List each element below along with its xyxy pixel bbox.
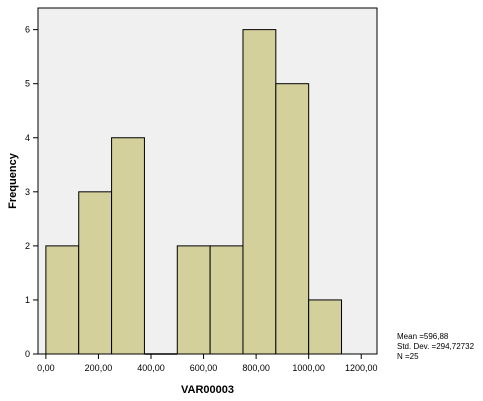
histogram-bar [45,245,80,355]
y-tick-label: 4 [25,133,30,143]
statistics-legend: Mean =596,88 Std. Dev. =294,72732 N =25 [397,332,474,362]
histogram-bar [111,137,145,355]
y-tick-label: 2 [25,241,30,251]
bars-group [45,29,343,355]
y-tick-label: 1 [25,295,30,305]
y-tick-label: 3 [25,187,30,197]
histogram-bar [176,245,211,355]
histogram-bar [209,245,244,355]
x-tick-label: 400,00 [137,363,165,373]
x-tick-label: 1200,00 [345,363,378,373]
histogram-bar [308,299,343,355]
stat-mean: Mean =596,88 [397,332,449,341]
histogram-bar [275,83,310,355]
x-tick-label: 600,00 [190,363,218,373]
x-tick-label: 1000,00 [292,363,325,373]
y-axis-title: Frequency [7,152,19,209]
y-tick-label: 6 [25,25,30,35]
y-tick-label: 5 [25,79,30,89]
x-tick-label: 200,00 [85,363,113,373]
x-axis: 0,00 200,00 400,00 600,00 800,00 1000,00 1200,… [37,354,378,373]
x-tick-label: 800,00 [242,363,270,373]
x-axis-title: VAR00003 [181,384,234,396]
x-tick-label: 0,00 [37,363,55,373]
y-tick-label: 0 [25,349,30,359]
histogram-bar [242,29,277,355]
stat-n: N =25 [397,352,419,361]
histogram-bar [78,191,113,355]
stat-std-dev: Std. Dev. =294,72732 [397,342,475,351]
y-axis: 0 1 2 3 4 5 6 [25,25,38,359]
